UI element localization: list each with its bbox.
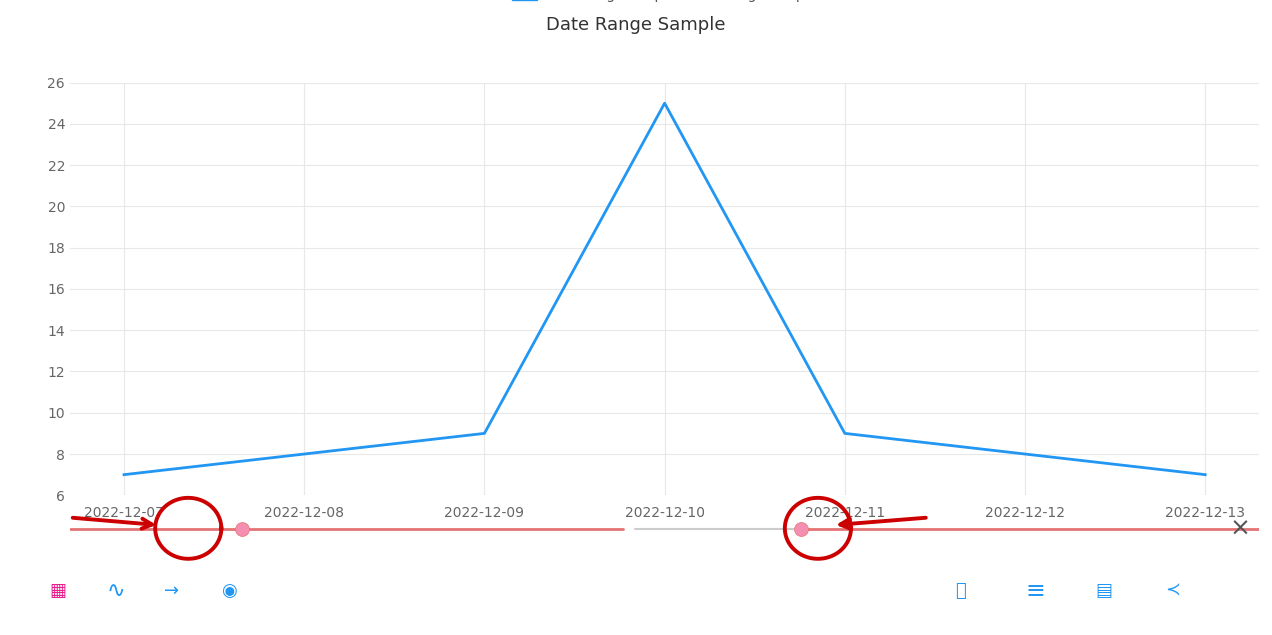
- Text: ◉: ◉: [221, 582, 237, 599]
- Text: ×: ×: [1230, 516, 1250, 540]
- Text: ▦: ▦: [50, 582, 66, 599]
- Text: ▤: ▤: [1095, 582, 1112, 599]
- Text: ≡: ≡: [1025, 578, 1046, 603]
- Text: ∿: ∿: [107, 580, 126, 601]
- Text: ≺: ≺: [1165, 582, 1180, 599]
- Text: ⛰: ⛰: [955, 582, 965, 599]
- Legend: dateRangeSample - dateRangeSample: dateRangeSample - dateRangeSample: [506, 0, 823, 7]
- Text: →: →: [164, 582, 179, 599]
- Text: Date Range Sample: Date Range Sample: [546, 16, 726, 34]
